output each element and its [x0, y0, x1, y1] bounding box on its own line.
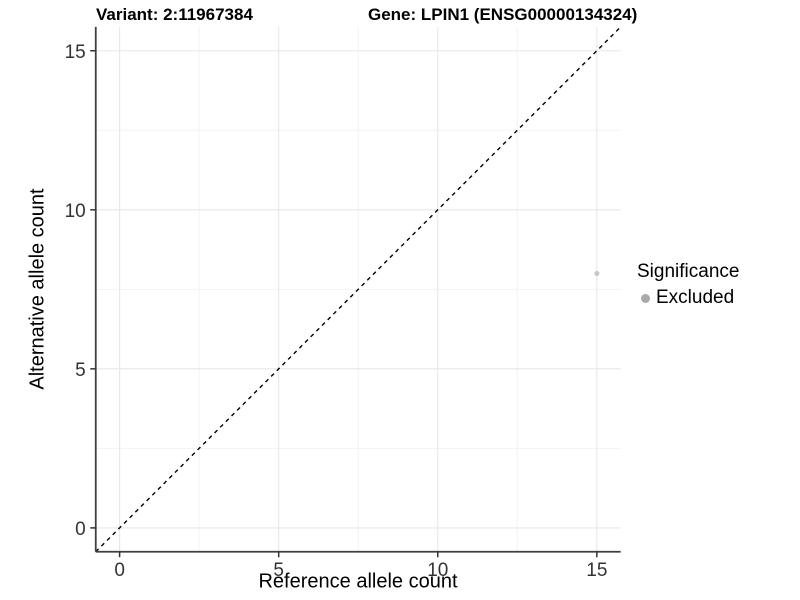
y-axis-title: Alternative allele count [26, 188, 49, 390]
variant-title: Variant: 2:11967384 [96, 5, 253, 24]
data-point [594, 270, 600, 277]
legend-item-excluded: Excluded [637, 287, 739, 309]
legend: Significance Excluded [637, 261, 739, 309]
y-tick-label: 5 [75, 360, 86, 381]
x-tick-label: 15 [586, 560, 607, 581]
legend-dot-icon [641, 293, 650, 303]
y-tick-label: 0 [75, 519, 86, 540]
y-tick-label: 15 [65, 42, 86, 63]
x-axis-title: Reference allele count [258, 570, 458, 593]
gene-title: Gene: LPIN1 (ENSG00000134324) [368, 5, 638, 24]
legend-item-label: Excluded [656, 287, 735, 308]
x-tick-label: 10 [427, 560, 448, 581]
x-tick-label: 0 [114, 560, 125, 581]
x-tick-label: 5 [273, 560, 284, 581]
identity-line [95, 26, 622, 553]
legend-title: Significance [637, 261, 740, 282]
y-tick-label: 10 [65, 201, 86, 222]
